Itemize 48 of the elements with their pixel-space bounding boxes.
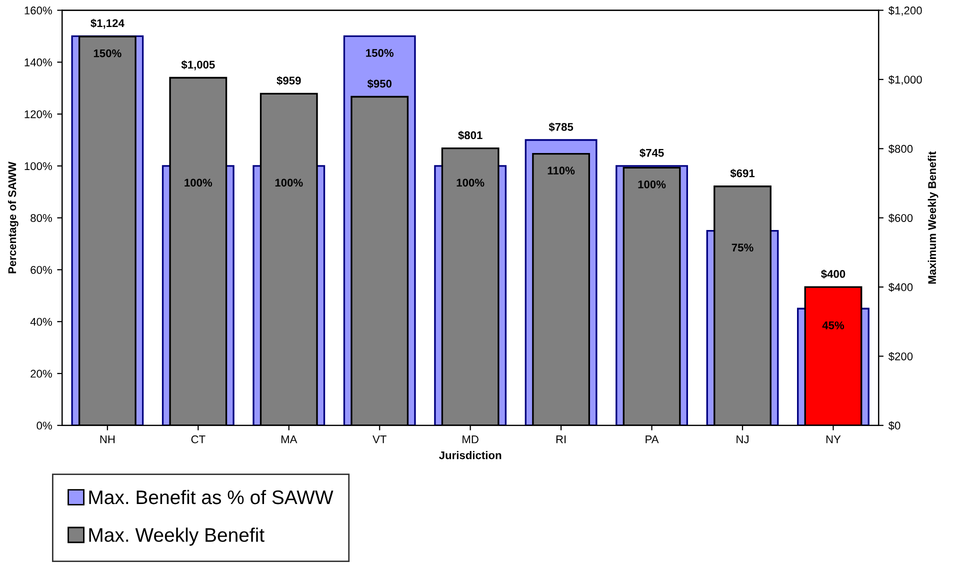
data-label: $1,005	[181, 60, 215, 70]
y-tick-label: 80%	[30, 214, 52, 222]
legend-label: Max. Benefit as % of SAWW	[89, 490, 334, 504]
x-tick-label: RI	[556, 436, 566, 444]
x-tick-label: MD	[462, 436, 478, 444]
y-tick-label: 0%	[36, 422, 52, 430]
x-tick-label: NY	[826, 436, 841, 444]
y-tick-label: 40%	[30, 318, 52, 326]
data-label: 100%	[275, 178, 303, 187]
data-label: 110%	[548, 166, 575, 174]
x-axis-title: Jurisdiction	[439, 451, 502, 460]
data-label: 150%	[366, 49, 394, 57]
x-tick-label: PA	[646, 436, 659, 444]
y2-tick-label: $600	[888, 214, 913, 223]
data-label: 45%	[822, 321, 844, 330]
x-tick-label: NJ	[736, 436, 748, 444]
data-label: $691	[730, 168, 755, 178]
data-label: $400	[821, 270, 846, 279]
y2-tick-label: $800	[888, 144, 913, 154]
data-label: 100%	[456, 178, 484, 187]
y-tick-label: 140%	[24, 58, 52, 66]
data-label: $745	[640, 148, 664, 158]
data-label: $950	[367, 79, 392, 88]
y2-axis-title: Maximum Weekly Benefit	[928, 151, 938, 284]
y-tick-label: 120%	[24, 110, 52, 118]
y2-tick-label: $400	[888, 282, 913, 292]
y2-tick-label: $1,200	[888, 6, 922, 16]
x-tick-label: NH	[100, 436, 115, 444]
x-tick-label: VT	[372, 436, 386, 444]
data-label: $801	[458, 130, 482, 140]
y-tick-label: 160%	[24, 6, 52, 14]
data-label: $1,124	[90, 18, 124, 29]
data-label: $785	[548, 122, 574, 132]
y2-tick-label: $200	[888, 352, 913, 362]
data-label: $959	[276, 76, 301, 86]
y-axis-title: Percentage of SAWW	[8, 162, 18, 274]
y2-tick-label: $1,000	[888, 75, 922, 85]
x-tick-label: CT	[191, 435, 206, 444]
data-label: 150%	[94, 49, 122, 58]
y-tick-label: 100%	[24, 162, 52, 170]
data-label: 100%	[638, 180, 666, 188]
y2-tick-label: $0	[888, 421, 900, 430]
data-label: 75%	[732, 244, 754, 252]
x-tick-label: MA	[281, 436, 298, 444]
y-tick-label: 20%	[30, 370, 52, 378]
legend-label: Max. Weekly Benefit	[89, 528, 264, 546]
data-label: 100%	[184, 178, 212, 187]
y-tick-label: 60%	[30, 266, 52, 274]
